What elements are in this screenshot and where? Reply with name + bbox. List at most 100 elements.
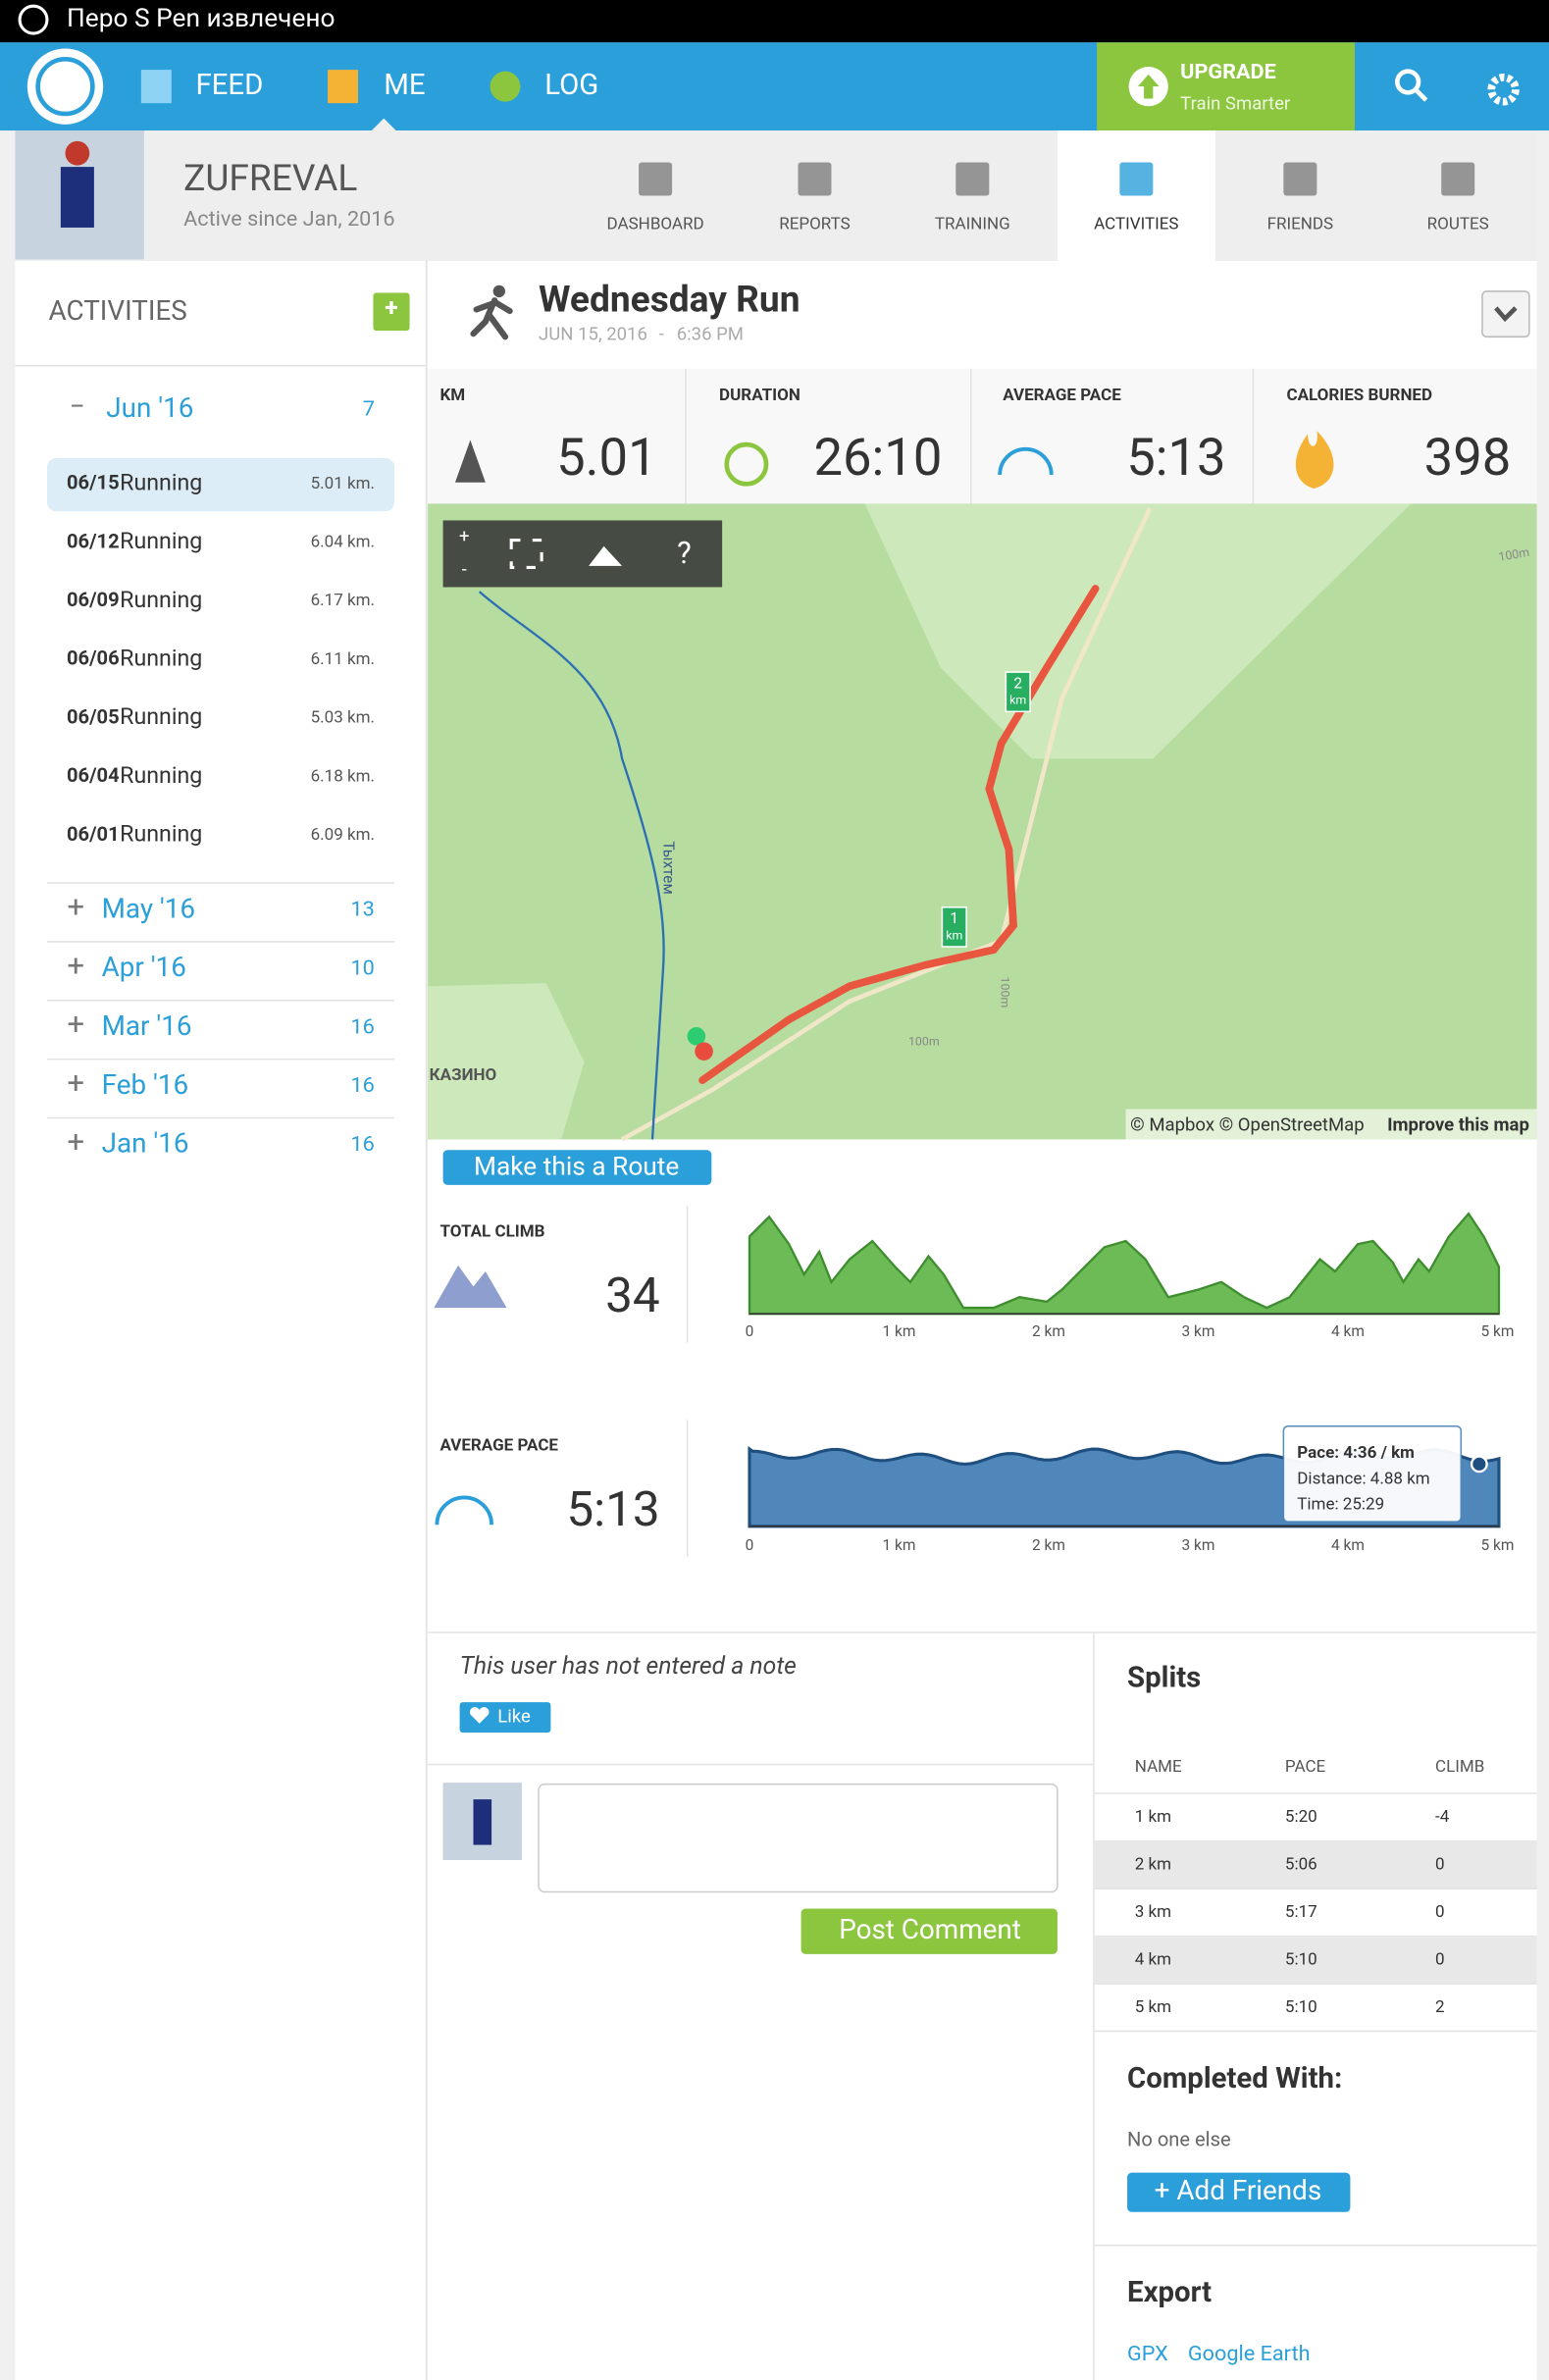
month-count: 16 bbox=[350, 1132, 374, 1157]
month-toggle[interactable]: + bbox=[68, 889, 85, 925]
activity-type[interactable]: Running bbox=[120, 702, 202, 730]
activity-date[interactable]: 06/05 bbox=[67, 704, 120, 728]
month-count: 7 bbox=[363, 396, 375, 421]
export-link[interactable]: GPX bbox=[1127, 2342, 1168, 2366]
month-toggle[interactable]: + bbox=[68, 1123, 85, 1160]
route-button[interactable] bbox=[442, 1150, 712, 1185]
splits-cell: 2 km bbox=[1135, 1855, 1171, 1875]
splits-row-bg bbox=[1094, 1936, 1537, 1985]
nav-item[interactable]: FEED bbox=[196, 69, 264, 102]
comment-avatar-figure bbox=[473, 1799, 492, 1845]
nav-item[interactable]: LOG bbox=[544, 69, 598, 102]
add-activity-button[interactable] bbox=[373, 292, 410, 332]
activity-type[interactable]: Running bbox=[120, 527, 202, 554]
month-toggle[interactable]: + bbox=[68, 947, 85, 983]
splits-cell: 4 km bbox=[1135, 1949, 1171, 1969]
month-label[interactable]: Apr '16 bbox=[102, 951, 186, 983]
month-toggle[interactable]: + bbox=[68, 1006, 85, 1042]
elevation-axis-label: 2 km bbox=[1032, 1322, 1065, 1340]
nav-item[interactable]: ME bbox=[384, 69, 425, 102]
post-comment-button[interactable] bbox=[800, 1908, 1058, 1954]
map-clearing bbox=[1031, 503, 1412, 759]
activity-date[interactable]: 06/01 bbox=[67, 822, 120, 846]
tab-icon bbox=[1441, 162, 1475, 196]
month-label[interactable]: Jan '16 bbox=[102, 1127, 189, 1160]
pace-axis-label: 4 km bbox=[1331, 1536, 1365, 1554]
pace-value: 5:13 bbox=[566, 1481, 659, 1538]
activity-type[interactable]: Running bbox=[120, 645, 202, 672]
pace-axis-label: 1 km bbox=[883, 1536, 916, 1554]
stat-value: 26:10 bbox=[813, 427, 942, 488]
map-clearing bbox=[864, 503, 1154, 759]
tab[interactable]: DASHBOARD bbox=[607, 214, 704, 233]
activity-date[interactable]: 06/15 bbox=[67, 471, 120, 494]
stat-value: 5:13 bbox=[1126, 427, 1225, 488]
map-terrain[interactable] bbox=[589, 545, 623, 566]
month-label[interactable]: May '16 bbox=[102, 892, 195, 924]
pace-axis-label: 2 km bbox=[1032, 1536, 1065, 1554]
elevation-axis-label: 3 km bbox=[1181, 1322, 1214, 1340]
tab[interactable]: ACTIVITIES bbox=[1094, 214, 1178, 233]
tab[interactable]: FRIENDS bbox=[1267, 214, 1334, 233]
settings-icon[interactable] bbox=[1487, 74, 1520, 106]
pace-icon bbox=[435, 1495, 494, 1526]
activity-distance: 5.01 km. bbox=[311, 474, 375, 493]
tab-icon bbox=[798, 162, 832, 196]
status-bar bbox=[0, 0, 1549, 43]
tab[interactable]: ROUTES bbox=[1427, 214, 1489, 233]
month-count: 13 bbox=[350, 898, 374, 922]
activity-date[interactable]: 06/06 bbox=[67, 647, 120, 670]
map-improve[interactable]: Improve this map bbox=[1387, 1113, 1529, 1135]
search-handle bbox=[1414, 87, 1428, 102]
end-pin bbox=[695, 1042, 713, 1061]
nav-icon bbox=[490, 71, 521, 102]
map-fullscreen[interactable] bbox=[509, 539, 543, 569]
map-zoom-in[interactable]: + bbox=[459, 525, 470, 546]
month-label[interactable]: Feb '16 bbox=[102, 1068, 189, 1101]
stats-band bbox=[428, 368, 1537, 504]
splits-cell: -4 bbox=[1435, 1807, 1450, 1827]
activity-time: 6:36 PM bbox=[677, 324, 744, 345]
month-toggle[interactable]: − bbox=[70, 389, 85, 422]
activity-date[interactable]: 06/12 bbox=[67, 529, 120, 552]
activity-type[interactable]: Running bbox=[120, 761, 202, 789]
activity-date[interactable]: 06/04 bbox=[67, 763, 120, 787]
status-text: Перо S Pen извлечено bbox=[67, 4, 336, 33]
pace-axis-label: 5 km bbox=[1480, 1536, 1514, 1554]
elevation-axis-label: 0 bbox=[746, 1322, 754, 1340]
dropdown-button[interactable] bbox=[1481, 290, 1530, 338]
splits-cell: 0 bbox=[1435, 1949, 1445, 1969]
month-toggle[interactable]: + bbox=[68, 1064, 85, 1101]
activity-type[interactable]: Running bbox=[120, 468, 202, 495]
nav-pointer bbox=[371, 118, 396, 130]
tab[interactable]: REPORTS bbox=[779, 214, 850, 233]
month-label[interactable]: Jun '16 bbox=[106, 391, 193, 424]
map-zoom-out[interactable]: - bbox=[462, 558, 467, 580]
km-marker bbox=[1005, 671, 1031, 713]
tab[interactable]: TRAINING bbox=[935, 214, 1010, 233]
export-link[interactable]: Google Earth bbox=[1188, 2342, 1311, 2366]
comment-input[interactable] bbox=[538, 1783, 1058, 1893]
flame-icon bbox=[1295, 431, 1334, 489]
pace-axis-label: 0 bbox=[746, 1536, 754, 1554]
activity-date[interactable]: 06/09 bbox=[67, 588, 120, 611]
activity-row-selected[interactable] bbox=[46, 458, 395, 512]
pace-axis-label: 3 km bbox=[1181, 1536, 1214, 1554]
map-help[interactable]: ? bbox=[677, 535, 692, 571]
upgrade-title: UPGRADE bbox=[1180, 60, 1276, 84]
stat-value: 5.01 bbox=[556, 427, 657, 488]
km-marker-number: 2 bbox=[1013, 675, 1022, 693]
activity-type[interactable]: Running bbox=[120, 586, 202, 613]
map-river bbox=[478, 591, 665, 1140]
add-friends-button[interactable] bbox=[1127, 2172, 1351, 2212]
month-label[interactable]: Mar '16 bbox=[102, 1009, 192, 1042]
runner-icon bbox=[470, 297, 513, 340]
stat-label: CALORIES BURNED bbox=[1286, 386, 1432, 405]
search-icon[interactable] bbox=[1395, 69, 1421, 95]
activity-date: JUN 15, 2016 bbox=[539, 324, 647, 345]
month-count: 10 bbox=[350, 956, 374, 980]
route-line[interactable] bbox=[698, 585, 1100, 1084]
activity-type[interactable]: Running bbox=[120, 820, 202, 848]
